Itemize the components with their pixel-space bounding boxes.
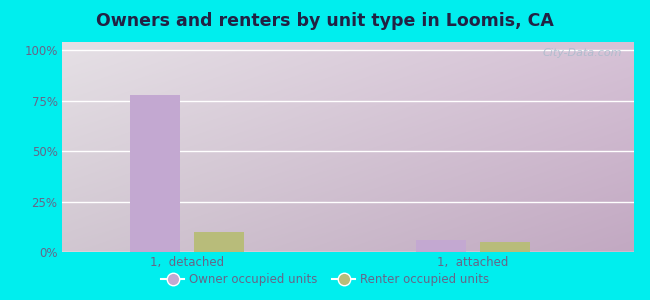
- Bar: [129, 94, 179, 252]
- Bar: [480, 242, 530, 252]
- Bar: [194, 232, 244, 252]
- Legend: Owner occupied units, Renter occupied units: Owner occupied units, Renter occupied un…: [156, 269, 494, 291]
- Text: City-Data.com: City-Data.com: [543, 48, 622, 58]
- Bar: [416, 240, 465, 252]
- Text: Owners and renters by unit type in Loomis, CA: Owners and renters by unit type in Loomi…: [96, 12, 554, 30]
